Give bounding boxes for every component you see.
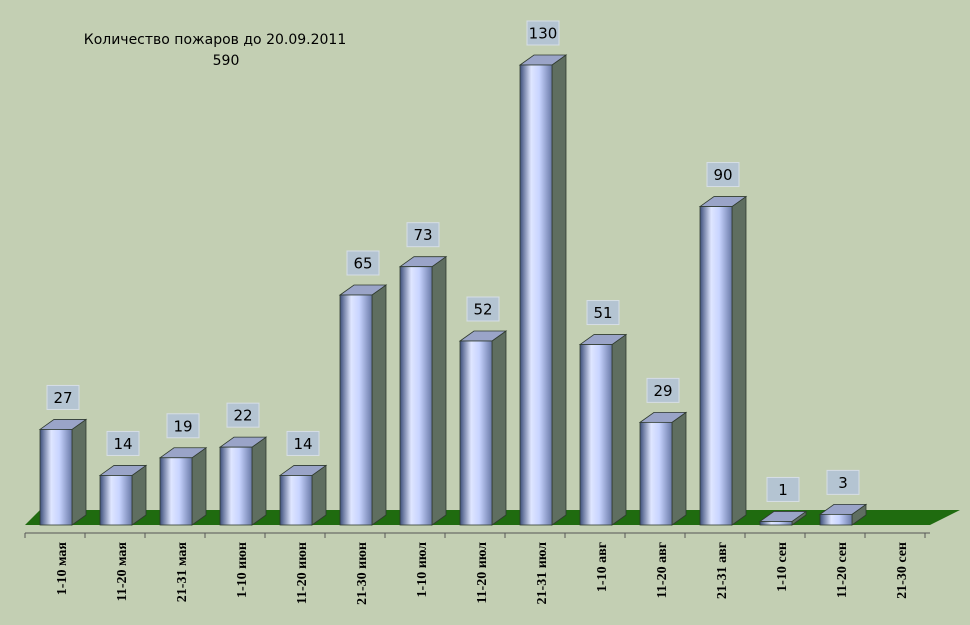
bar-front (759, 521, 793, 526)
bar (758, 510, 808, 526)
value-label: 65 (353, 255, 372, 273)
x-tick-label: 1-10 авг (595, 542, 610, 592)
value-label: 51 (593, 304, 612, 322)
value-label-box (406, 222, 440, 248)
value-label-box (646, 377, 680, 403)
value-label-box (226, 402, 260, 428)
value-label-box (766, 476, 800, 502)
bar-side (71, 418, 87, 526)
bar (578, 333, 628, 526)
bar-front (579, 344, 613, 526)
bar (698, 195, 748, 526)
bar (518, 54, 568, 526)
bar-side (551, 54, 567, 526)
x-tick-label: 11-20 июл (475, 542, 490, 604)
bar (278, 464, 328, 526)
x-tick-label: 21-31 мая (175, 542, 190, 603)
bar-front (219, 446, 253, 526)
x-tick-label: 1-10 сен (775, 542, 790, 592)
bar (218, 436, 268, 526)
bar-front (519, 64, 553, 526)
bar-front (459, 340, 493, 526)
x-tick-label: 21-31 авг (715, 542, 730, 599)
bar (818, 503, 868, 526)
value-label: 1 (778, 481, 788, 499)
value-label: 130 (529, 25, 558, 43)
value-label: 29 (653, 382, 672, 400)
value-label: 73 (413, 226, 432, 244)
bar-side (731, 195, 747, 526)
value-label: 52 (473, 301, 492, 319)
chart-title: Количество пожаров до 20.09.2011 (84, 32, 346, 48)
bar-front (159, 457, 193, 526)
bar-side (251, 436, 267, 526)
value-label: 90 (713, 166, 732, 184)
bar-front (819, 513, 853, 526)
value-label-box (586, 300, 620, 326)
bar-side (191, 446, 207, 526)
bar-front (279, 475, 313, 526)
bar-side (491, 330, 507, 526)
value-label-box (526, 20, 560, 46)
value-label: 14 (113, 435, 132, 453)
value-label-box (466, 296, 500, 322)
x-tick-label: 1-10 мая (55, 542, 70, 596)
x-tick-label: 11-20 мая (115, 542, 130, 602)
bar-front (39, 429, 73, 526)
chart-subtitle: 590 (213, 53, 240, 69)
bar (158, 446, 208, 526)
value-label-box (46, 384, 80, 410)
x-tick-label: 21-30 июн (355, 542, 370, 605)
value-label-box (706, 162, 740, 188)
bar (638, 411, 688, 526)
bar (38, 418, 88, 526)
x-tick-label: 1-10 июн (235, 542, 250, 598)
value-label: 3 (838, 474, 848, 492)
x-tick-label: 21-30 сен (895, 542, 910, 599)
bar-side (611, 333, 627, 526)
bar-front (339, 294, 373, 526)
value-label: 27 (53, 389, 72, 407)
bar-side (671, 411, 687, 526)
value-label-box (286, 430, 320, 456)
bar-front (639, 421, 673, 526)
value-label-box (826, 469, 860, 495)
value-label-box (346, 250, 380, 276)
x-tick-label: 21-31 июл (535, 542, 550, 605)
value-label-box (106, 430, 140, 456)
bar-front (699, 206, 733, 526)
bar-front (99, 475, 133, 526)
value-label: 22 (233, 407, 252, 425)
bar (98, 464, 148, 526)
x-tick-label: 1-10 июл (415, 542, 430, 598)
x-tick-label: 11-20 авг (655, 542, 670, 598)
bar (338, 284, 388, 526)
bar-side (431, 255, 447, 526)
bar (458, 330, 508, 526)
bar (398, 255, 448, 526)
bar-front (399, 266, 433, 526)
value-label: 19 (173, 417, 192, 435)
bar-side (371, 284, 387, 526)
x-tick-label: 11-20 сен (835, 542, 850, 598)
value-label-box (166, 413, 200, 439)
x-tick-label: 11-20 июн (295, 542, 310, 604)
value-label: 14 (293, 435, 312, 453)
